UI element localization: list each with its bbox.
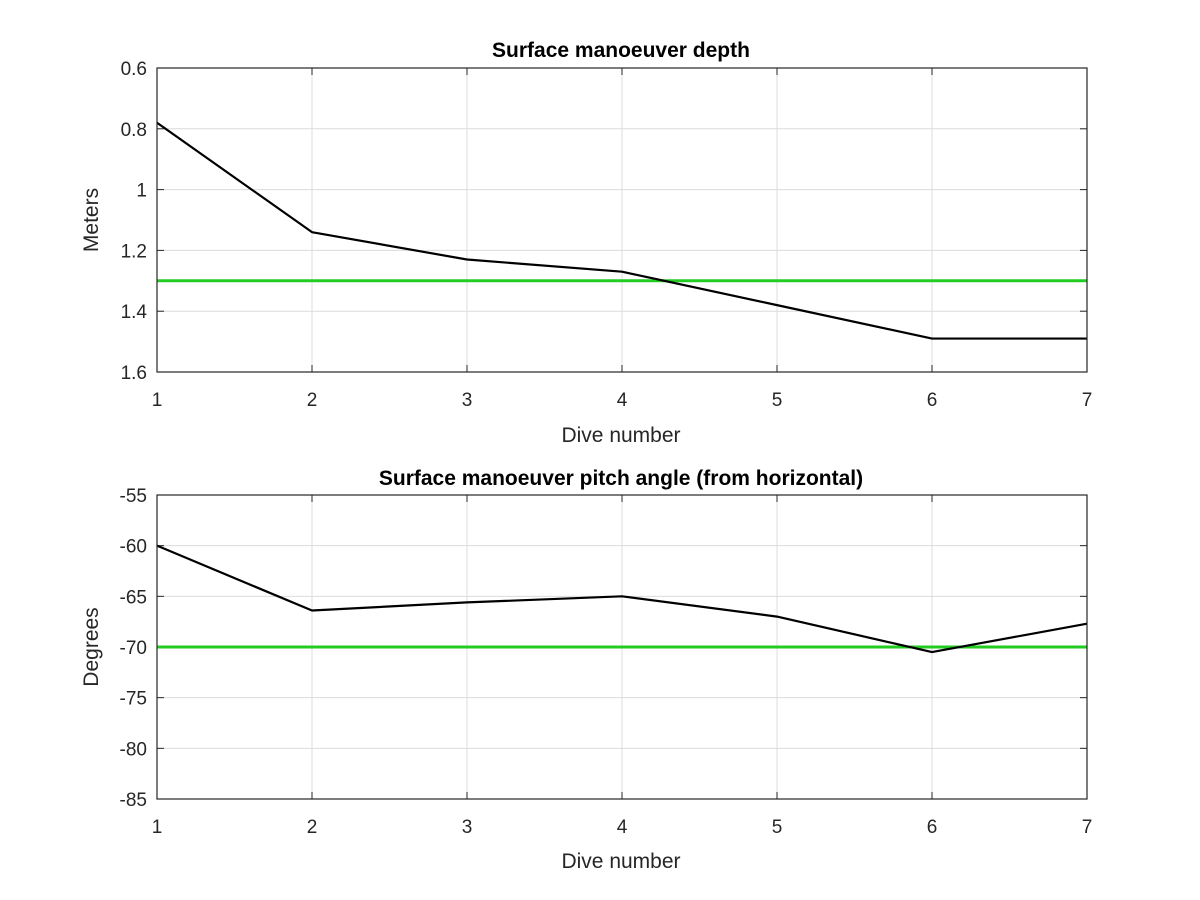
pitch-chart-x-tick-label: 3: [462, 817, 473, 838]
pitch-chart-axes-box: [156, 494, 1088, 800]
depth-chart-x-tick-label: 4: [617, 390, 628, 411]
pitch-chart-x-tick-label: 5: [772, 817, 783, 838]
depth-chart-y-tick-label: 1: [136, 181, 147, 202]
pitch-chart-y-tick-label: -70: [120, 638, 147, 659]
pitch-chart-panel: Surface manoeuver pitch angle (from hori…: [80, 467, 1092, 873]
pitch-chart-y-tick-label: -85: [120, 790, 147, 811]
depth-chart-y-tick-label: 0.8: [121, 120, 147, 141]
depth-chart-x-tick-label: 2: [307, 390, 318, 411]
depth-chart-y-tick-label: 1.6: [121, 363, 147, 384]
depth-chart-data-line: [156, 121, 1087, 340]
depth-chart-x-tick-label: 5: [772, 390, 783, 411]
depth-chart-x-tick-label: 7: [1082, 390, 1093, 411]
depth-chart-x-tick-label: 6: [927, 390, 938, 411]
pitch-chart-y-tick-label: -55: [120, 486, 147, 507]
depth-chart-ticks: 1 2 3 4 5 6 7 0.6 0.8 1 1.2 1.4 1.6: [121, 59, 1093, 411]
pitch-chart-x-tick-label: 6: [927, 817, 938, 838]
depth-chart-panel: Surface manoeuver depth Dive number Mete…: [80, 39, 1092, 447]
pitch-chart-y-tick-label: -65: [120, 587, 147, 608]
pitch-chart-x-tick-label: 1: [152, 817, 163, 838]
pitch-chart-ticks: 1 2 3 4 5 6 7 -55 -60 -65 -70 -75 -80 -85: [120, 486, 1093, 838]
depth-chart-xlabel: Dive number: [561, 424, 680, 447]
pitch-chart-ylabel: Degrees: [80, 607, 103, 686]
pitch-chart-x-tick-label: 4: [617, 817, 628, 838]
depth-chart-x-tick-label: 3: [462, 390, 473, 411]
pitch-chart-title: Surface manoeuver pitch angle (from hori…: [379, 467, 863, 490]
pitch-chart-x-tick-label: 2: [307, 817, 318, 838]
depth-chart-y-tick-label: 1.4: [121, 302, 148, 323]
pitch-chart-y-tick-label: -60: [120, 537, 147, 558]
pitch-chart-y-tick-label: -80: [120, 739, 147, 760]
depth-chart-ylabel: Meters: [80, 188, 103, 252]
pitch-chart-x-tick-label: 7: [1082, 817, 1093, 838]
pitch-chart-xlabel: Dive number: [561, 850, 680, 873]
depth-chart-axes-box: [156, 67, 1088, 373]
depth-chart-y-tick-label: 1.2: [121, 241, 147, 262]
pitch-chart-y-tick-label: -75: [120, 689, 147, 710]
pitch-chart-data-line: [156, 544, 1088, 654]
depth-chart-y-tick-label: 0.6: [121, 59, 147, 80]
depth-chart-x-tick-label: 1: [152, 390, 163, 411]
depth-chart-title: Surface manoeuver depth: [492, 39, 750, 62]
